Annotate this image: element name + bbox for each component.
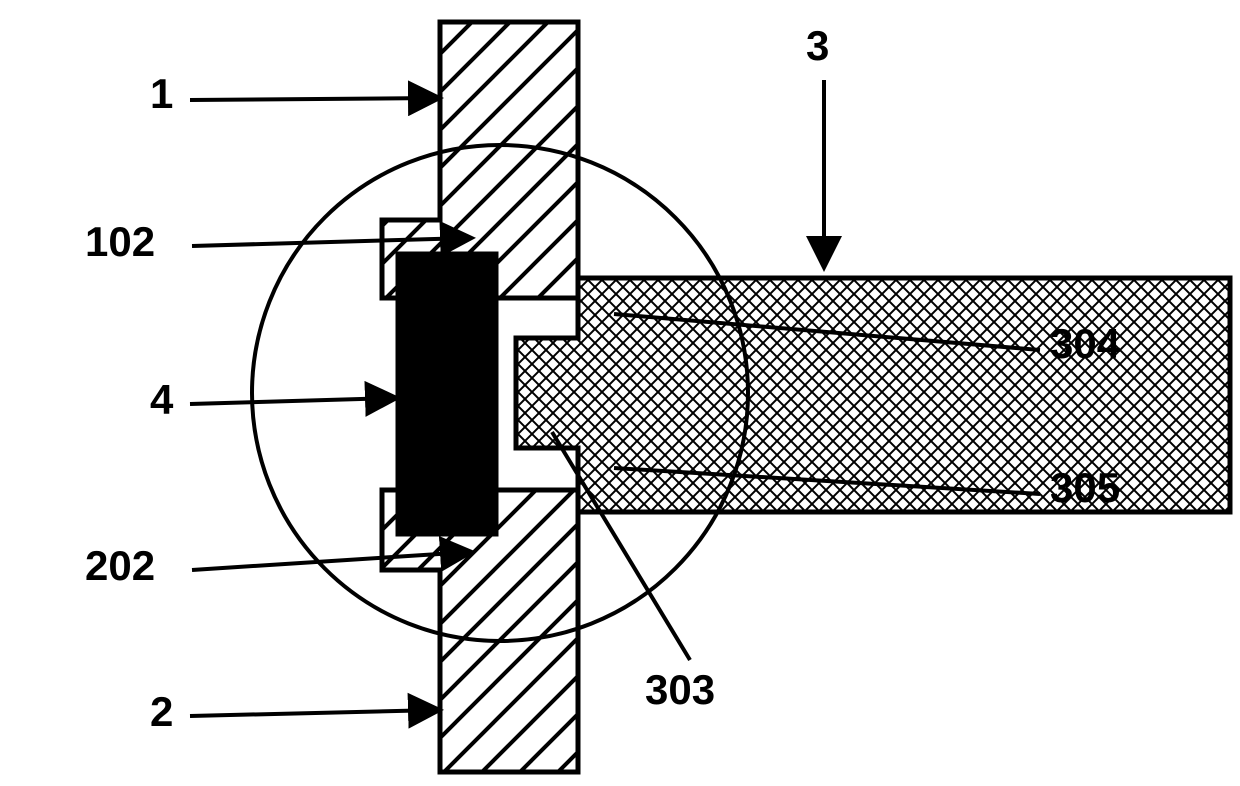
part-4 — [398, 254, 496, 534]
label-303: 303 — [645, 666, 715, 714]
label-2: 2 — [150, 688, 173, 736]
label-304: 304 — [1050, 320, 1120, 368]
label-4: 4 — [150, 376, 173, 424]
label-102: 102 — [85, 218, 155, 266]
leader-4 — [190, 398, 395, 404]
leader-1 — [190, 98, 438, 100]
label-202: 202 — [85, 542, 155, 590]
label-305: 305 — [1050, 464, 1120, 512]
technical-diagram — [0, 0, 1240, 786]
leader-2 — [190, 710, 438, 716]
label-3: 3 — [806, 22, 829, 70]
label-1: 1 — [150, 70, 173, 118]
